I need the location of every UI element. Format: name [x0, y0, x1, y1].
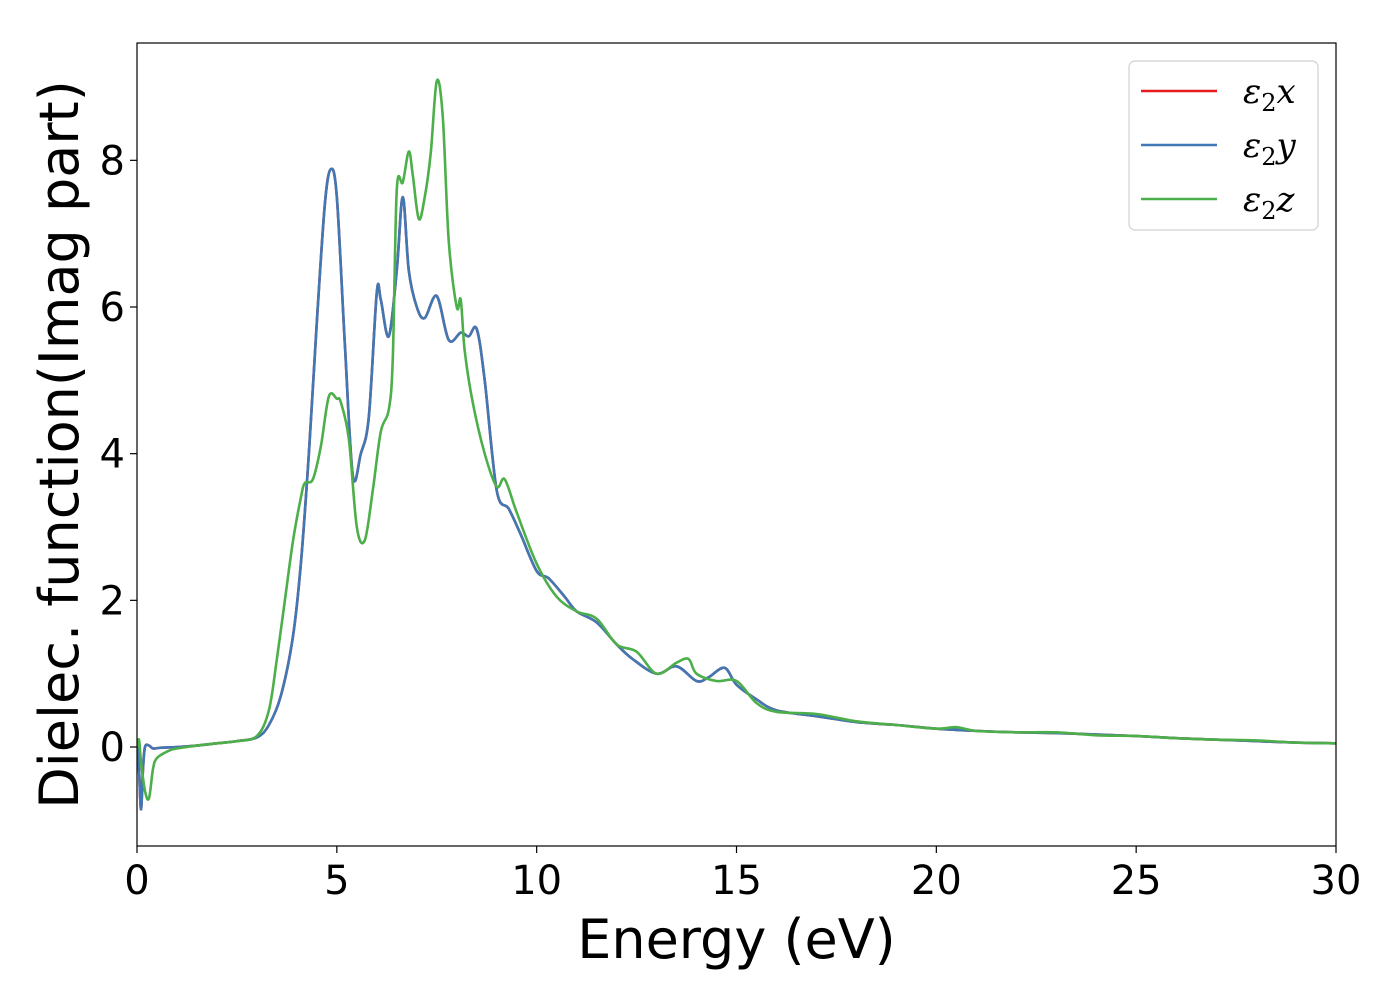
x-axis: 0 5 10 15 20 25 30: [124, 846, 1361, 904]
x-tick-label: 15: [711, 858, 762, 904]
y-tick-label: 0: [100, 725, 125, 771]
legend-label-y: ε2y: [1243, 126, 1297, 171]
series-line-z: [137, 78, 1336, 801]
x-tick-label: 20: [911, 858, 962, 904]
x-tick-label: 10: [511, 858, 562, 904]
y-tick-label: 2: [100, 578, 125, 624]
y-tick-label: 4: [100, 432, 125, 478]
legend-label-z: ε2z: [1243, 180, 1296, 225]
y-axis: 0 2 4 6 8: [100, 138, 137, 771]
series-layer: [137, 78, 1336, 811]
legend-box: [1128, 60, 1319, 231]
x-tick-label: 25: [1111, 858, 1162, 904]
legend: ε2x ε2y ε2z: [1128, 60, 1319, 231]
y-tick-label: 6: [100, 285, 125, 331]
y-axis-title: Dielec. function(Imag part): [28, 80, 91, 809]
x-tick-label: 0: [124, 858, 149, 904]
legend-label-x: ε2x: [1243, 72, 1296, 117]
y-tick-label: 8: [100, 138, 125, 184]
x-axis-title: Energy (eV): [577, 908, 896, 971]
x-tick-label: 30: [1311, 858, 1362, 904]
x-tick-label: 5: [324, 858, 349, 904]
